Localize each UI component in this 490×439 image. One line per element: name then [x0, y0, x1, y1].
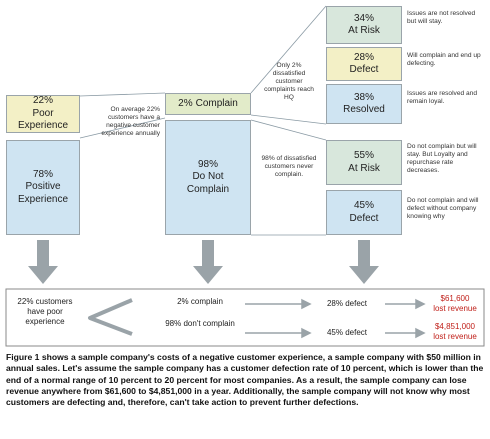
summary-loss: $4,851,000 lost revenue: [426, 322, 484, 342]
annotation: On average 22% customers have a negative…: [101, 106, 160, 137]
node: 22% Poor Experience: [6, 95, 80, 133]
description: Issues are resolved and remain loyal.: [407, 90, 478, 105]
label: Defect: [349, 212, 379, 224]
loss-amount: $61,600: [440, 294, 470, 303]
description: Issues are not resolved but will stay.: [407, 10, 476, 25]
percent: 78%: [32, 168, 53, 180]
label: Resolved: [343, 104, 385, 115]
node: 78% Positive Experience: [6, 140, 80, 235]
node: 38% Resolved: [326, 84, 402, 124]
node: 55% At Risk: [326, 140, 402, 185]
summary-start: 22% customers have poor experience: [17, 297, 73, 326]
loss-label: lost revenue: [433, 332, 477, 341]
percent: 55%: [353, 150, 374, 161]
label: Poor Experience: [17, 107, 69, 132]
loss-label: lost revenue: [433, 304, 477, 313]
percent: 38%: [353, 91, 374, 103]
summary-defect: 28% defect: [326, 299, 368, 308]
percent: 28%: [353, 51, 374, 63]
annotation: 98% of dissatisfied customers never comp…: [261, 155, 317, 178]
loss-amount: $4,851,000: [434, 322, 476, 331]
label: At Risk: [348, 162, 380, 174]
annotation: Only 2% dissatisfied customer complaints…: [264, 62, 314, 101]
percent: 22%: [32, 95, 53, 107]
description: Do not complain and will defect without …: [407, 197, 479, 220]
summary-complain: 2% complain: [177, 297, 223, 306]
label: Positive Experience: [17, 181, 69, 205]
summary-not-complain: 98% don't complain: [165, 319, 235, 328]
label: At Risk: [348, 25, 380, 36]
label: Defect: [349, 64, 379, 75]
label: Complain: [195, 97, 238, 109]
percent: 45%: [353, 200, 374, 211]
node: 45% Defect: [326, 190, 402, 235]
node: 98% Do Not Complain: [165, 120, 251, 235]
node: 28% Defect: [326, 47, 402, 81]
percent: 98%: [197, 158, 218, 170]
description: Do not complain but will stay. But Loyal…: [407, 143, 477, 174]
percent: 2%: [178, 97, 193, 109]
summary-loss: $61,600 lost revenue: [426, 294, 484, 314]
node: 2% Complain: [165, 93, 251, 115]
caption: Figure 1 shows a sample company's costs …: [6, 352, 484, 408]
label: Do Not Complain: [186, 171, 230, 195]
node: 34% At Risk: [326, 6, 402, 44]
description: Will complain and end up defecting.: [407, 52, 481, 67]
percent: 34%: [353, 12, 374, 24]
summary-defect: 45% defect: [326, 328, 368, 337]
